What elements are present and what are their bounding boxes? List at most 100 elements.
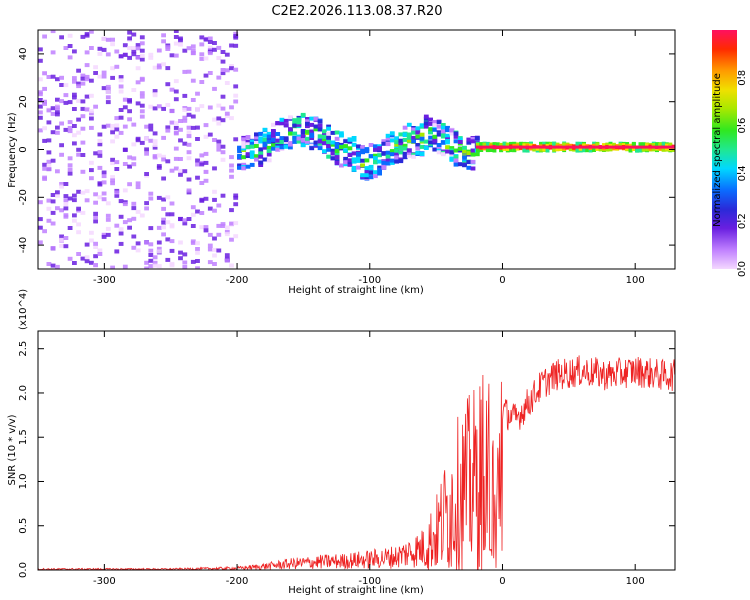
heatmap-cell xyxy=(402,133,408,137)
heatmap-cell xyxy=(326,137,331,142)
heatmap-cell xyxy=(368,164,374,169)
heatmap-cell xyxy=(347,153,353,157)
heatmap-cell xyxy=(63,202,69,207)
heatmap-cell xyxy=(93,151,98,156)
heatmap-cell xyxy=(182,141,188,146)
heatmap-cell xyxy=(122,162,128,166)
heatmap-cell xyxy=(330,140,336,145)
heatmap-cell xyxy=(72,141,77,146)
heatmap-cell xyxy=(224,253,230,258)
heatmap-cell xyxy=(186,188,192,193)
heatmap-cell xyxy=(89,109,94,114)
heatmap-cell xyxy=(148,196,154,201)
heatmap-cell xyxy=(173,41,179,46)
heatmap-cell xyxy=(296,117,302,122)
heatmap-cell xyxy=(152,65,158,70)
heatmap-cell xyxy=(173,30,179,33)
heatmap-cell xyxy=(562,142,567,147)
heatmap-cell xyxy=(50,111,56,116)
heatmap-cell xyxy=(625,142,630,146)
heatmap-cell xyxy=(63,100,69,105)
heatmap-cell xyxy=(233,43,239,48)
heatmap-cell xyxy=(457,146,463,151)
y-tick-label: 40 xyxy=(18,48,29,61)
heatmap-cell xyxy=(165,220,171,225)
heatmap-cell xyxy=(84,77,90,82)
heatmap-cell xyxy=(216,56,222,60)
heatmap-cell xyxy=(432,134,438,139)
heatmap-cell xyxy=(72,107,77,111)
heatmap-cell xyxy=(135,46,141,51)
heatmap-cell xyxy=(72,261,77,265)
heatmap-cell xyxy=(178,157,183,161)
heatmap-cell xyxy=(351,167,357,172)
heatmap-cell xyxy=(105,100,111,105)
colorbar-tick-label: 0.4 xyxy=(737,165,748,181)
colorbar-tick-label: 0.6 xyxy=(737,118,748,134)
heatmap-cell xyxy=(178,119,183,123)
heatmap-cell xyxy=(67,171,73,176)
heatmap-cell xyxy=(207,243,213,248)
heatmap-cell xyxy=(402,151,408,156)
heatmap-cell xyxy=(127,182,132,187)
heatmap-cell xyxy=(178,240,183,245)
heatmap-cell xyxy=(156,246,162,251)
heatmap-cell xyxy=(229,174,234,179)
heatmap-cell xyxy=(466,165,472,170)
heatmap-cell xyxy=(84,32,90,37)
heatmap-cell xyxy=(288,131,293,136)
heatmap-cell xyxy=(173,121,179,126)
heatmap-cell xyxy=(445,126,450,131)
y-tick-label: 20 xyxy=(18,95,29,108)
x-tick-label: 0 xyxy=(499,275,505,286)
heatmap-cell xyxy=(97,252,103,256)
heatmap-cell xyxy=(266,131,272,136)
heatmap-cell xyxy=(84,63,90,68)
x-tick-label: -200 xyxy=(226,275,249,286)
heatmap-cell xyxy=(220,150,226,155)
heatmap-cell xyxy=(445,145,450,150)
heatmap-cell xyxy=(127,99,132,104)
heatmap-cell xyxy=(148,248,154,253)
heatmap-cell xyxy=(148,52,154,57)
heatmap-cell xyxy=(233,193,239,198)
heatmap-cell xyxy=(110,75,115,80)
heatmap-cell xyxy=(364,166,370,171)
heatmap-cell xyxy=(169,248,175,253)
heatmap-cell xyxy=(46,150,52,155)
heatmap-cell xyxy=(156,264,162,269)
heatmap-cell xyxy=(402,143,408,148)
heatmap-cell xyxy=(258,163,264,167)
heatmap-cell xyxy=(638,142,643,147)
heatmap-cell xyxy=(105,217,111,222)
heatmap-cell xyxy=(207,260,213,265)
heatmap-cell xyxy=(178,250,183,255)
heatmap-cell xyxy=(72,76,77,81)
heatmap-cell xyxy=(432,127,438,132)
heatmap-cell xyxy=(224,225,230,230)
heatmap-cell xyxy=(38,77,43,82)
heatmap-cell xyxy=(449,150,455,155)
heatmap-cell xyxy=(245,145,251,149)
heatmap-cell xyxy=(122,264,128,269)
heatmap-cell xyxy=(55,112,60,117)
heatmap-cell xyxy=(182,252,188,257)
heatmap-cell xyxy=(122,188,128,193)
heatmap-cell xyxy=(612,142,616,147)
heatmap-cell xyxy=(229,116,234,121)
heatmap-cell xyxy=(63,198,69,203)
heatmap-cell xyxy=(495,142,500,147)
heatmap-cell xyxy=(122,43,128,48)
heatmap-cell xyxy=(233,137,239,142)
heatmap-cell xyxy=(449,128,455,133)
heatmap-cell xyxy=(453,134,459,139)
heatmap-cell xyxy=(220,59,226,64)
heatmap-cell xyxy=(131,46,137,50)
heatmap-cell xyxy=(364,149,370,154)
heatmap-cell xyxy=(334,145,340,150)
heatmap-cell xyxy=(89,78,94,83)
heatmap-cell xyxy=(59,121,64,126)
heatmap-cell xyxy=(42,34,47,39)
heatmap-cell xyxy=(101,124,107,129)
heatmap-cell xyxy=(411,127,416,132)
